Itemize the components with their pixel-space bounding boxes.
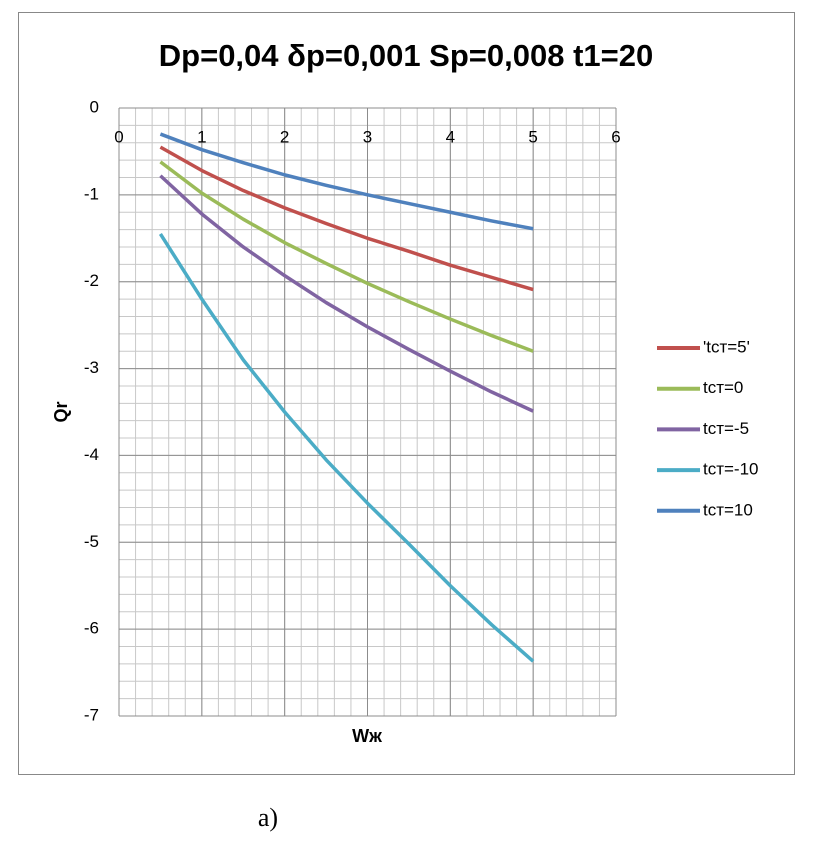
x-tick-label: 6 <box>611 127 620 146</box>
legend-label: tст=-10 <box>703 460 759 479</box>
x-tick-label: 4 <box>446 127 455 146</box>
chart-title: Dp=0,04 δp=0,001 Sp=0,008 t1=20 <box>159 38 653 73</box>
x-tick-label: 1 <box>197 127 206 146</box>
y-tick-label: -6 <box>84 619 99 638</box>
y-tick-label: 0 <box>90 97 99 116</box>
legend-label: tст=0 <box>703 378 743 397</box>
data-line <box>159 174 534 413</box>
data-line <box>158 233 535 663</box>
data-line <box>159 145 534 292</box>
y-tick-label: -7 <box>84 705 99 724</box>
y-tick-label: -4 <box>84 445 99 464</box>
chart-frame <box>18 12 795 775</box>
caption: a) <box>258 803 278 832</box>
y-axis-label: Qr <box>51 401 71 422</box>
legend-label: tст=10 <box>703 500 753 519</box>
x-tick-label: 3 <box>363 127 372 146</box>
data-line <box>159 160 534 353</box>
y-tick-label: -5 <box>84 532 99 551</box>
data-line <box>159 132 534 231</box>
x-tick-label: 5 <box>528 127 537 146</box>
x-tick-label: 2 <box>280 127 289 146</box>
x-tick-label: 0 <box>114 127 123 146</box>
legend-label: tст=-5 <box>703 419 749 438</box>
legend-label: 'tст=5' <box>703 337 750 356</box>
y-tick-label: -2 <box>84 271 99 290</box>
y-tick-label: -3 <box>84 358 99 377</box>
x-axis-label: Wж <box>352 726 382 746</box>
y-tick-label: -1 <box>84 184 99 203</box>
